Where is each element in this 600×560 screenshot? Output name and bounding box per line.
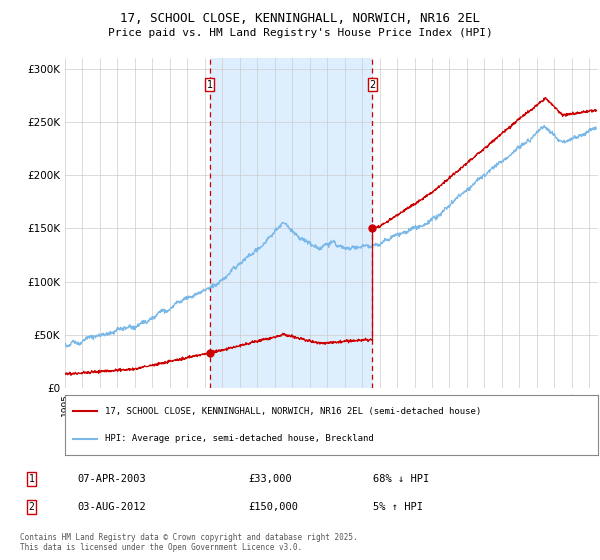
Text: 1: 1 <box>28 474 34 484</box>
Text: Contains HM Land Registry data © Crown copyright and database right 2025.
This d: Contains HM Land Registry data © Crown c… <box>20 533 358 552</box>
Text: 07-APR-2003: 07-APR-2003 <box>77 474 146 484</box>
Text: 2: 2 <box>28 502 34 512</box>
Text: HPI: Average price, semi-detached house, Breckland: HPI: Average price, semi-detached house,… <box>105 435 374 444</box>
Text: 5% ↑ HPI: 5% ↑ HPI <box>373 502 424 512</box>
Text: 1: 1 <box>206 80 212 90</box>
Bar <box>209 58 373 388</box>
Text: 17, SCHOOL CLOSE, KENNINGHALL, NORWICH, NR16 2EL: 17, SCHOOL CLOSE, KENNINGHALL, NORWICH, … <box>120 12 480 25</box>
Text: £33,000: £33,000 <box>248 474 292 484</box>
Text: 2: 2 <box>369 80 376 90</box>
Text: 03-AUG-2012: 03-AUG-2012 <box>77 502 146 512</box>
Text: £150,000: £150,000 <box>248 502 298 512</box>
Text: 68% ↓ HPI: 68% ↓ HPI <box>373 474 430 484</box>
Text: Price paid vs. HM Land Registry's House Price Index (HPI): Price paid vs. HM Land Registry's House … <box>107 28 493 38</box>
Text: 17, SCHOOL CLOSE, KENNINGHALL, NORWICH, NR16 2EL (semi-detached house): 17, SCHOOL CLOSE, KENNINGHALL, NORWICH, … <box>105 407 481 416</box>
